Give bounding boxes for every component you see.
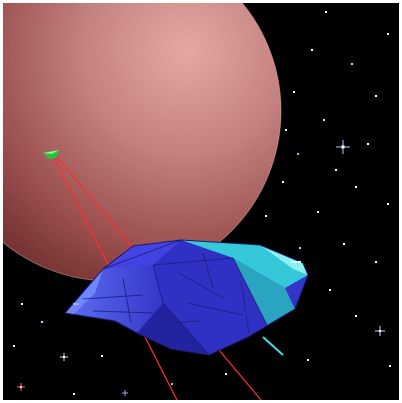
star-flares bbox=[17, 140, 385, 396]
star bbox=[355, 315, 357, 317]
star bbox=[21, 303, 23, 305]
star bbox=[299, 247, 301, 249]
star-flare bbox=[17, 383, 25, 391]
star bbox=[73, 393, 75, 395]
star bbox=[41, 321, 43, 323]
star bbox=[171, 383, 173, 385]
star bbox=[317, 211, 319, 213]
star bbox=[323, 119, 325, 121]
star-flare bbox=[336, 140, 350, 154]
star bbox=[311, 49, 313, 51]
enemy-ship[interactable] bbox=[64, 239, 309, 356]
star bbox=[367, 143, 369, 145]
star bbox=[375, 261, 377, 263]
star bbox=[13, 345, 15, 347]
star-flare bbox=[60, 353, 68, 361]
star-flare bbox=[375, 326, 385, 336]
star bbox=[375, 95, 377, 97]
star bbox=[329, 289, 331, 291]
star-field bbox=[13, 11, 391, 395]
planet bbox=[3, 3, 282, 282]
star bbox=[387, 33, 389, 35]
star bbox=[355, 186, 357, 188]
star bbox=[282, 181, 284, 183]
star bbox=[335, 169, 337, 171]
star bbox=[285, 129, 287, 131]
space-scene bbox=[3, 3, 391, 400]
star bbox=[343, 243, 345, 245]
target-marker[interactable] bbox=[43, 150, 59, 159]
star bbox=[325, 11, 327, 13]
star-flare bbox=[122, 390, 128, 396]
star bbox=[297, 153, 299, 155]
star bbox=[387, 203, 389, 205]
game-viewport[interactable] bbox=[3, 3, 399, 400]
star bbox=[307, 359, 309, 361]
star bbox=[265, 215, 267, 217]
star bbox=[389, 365, 391, 367]
star bbox=[101, 355, 103, 357]
star bbox=[351, 63, 353, 65]
star bbox=[293, 91, 295, 93]
star bbox=[225, 373, 227, 375]
